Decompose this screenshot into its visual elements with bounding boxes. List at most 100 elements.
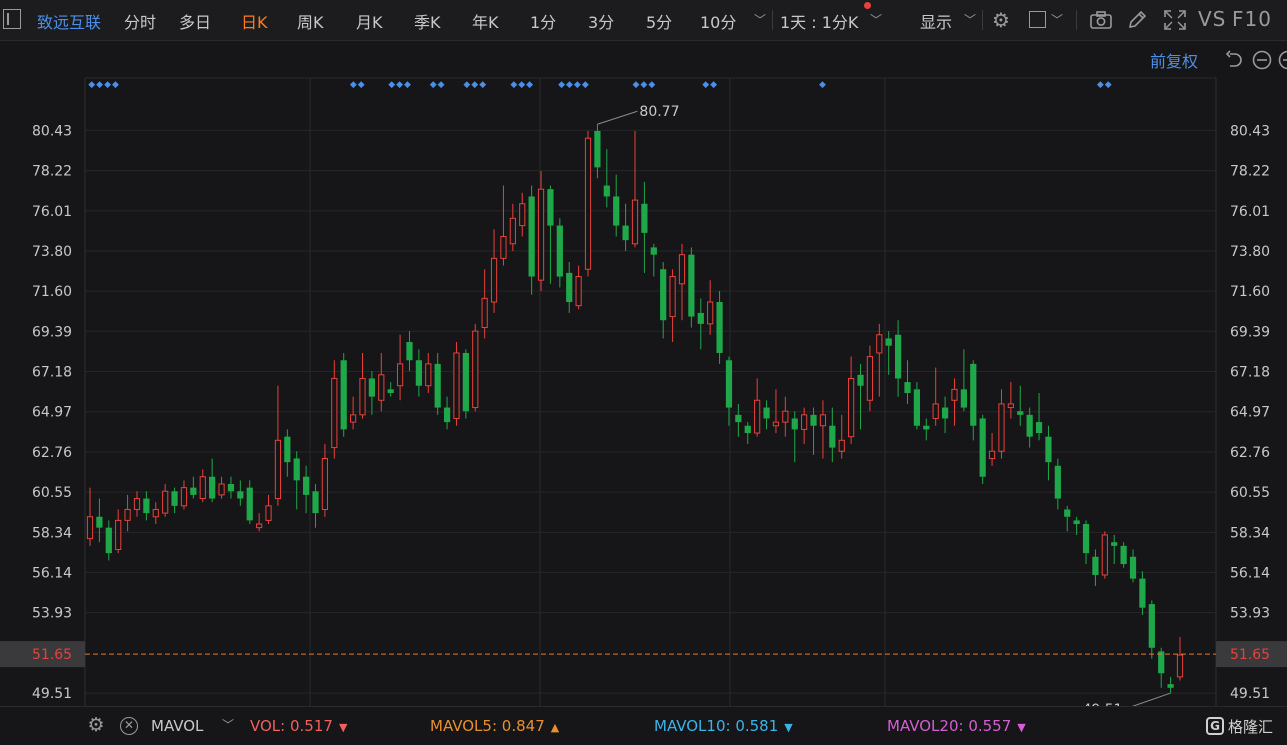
multi-period-select[interactable]: 1天 : 1分K [780,9,858,33]
tab-period-5[interactable]: 季K [414,9,441,33]
candle-body [886,338,892,345]
candle-body [228,484,234,491]
stock-name[interactable]: 致远互联 [37,9,101,33]
candle-88 [914,382,920,429]
candle-body [538,189,543,280]
tab-period-7[interactable]: 1分 [530,9,556,33]
candle-body [163,491,168,513]
y-tick-label-right-4: 71.60 [1230,284,1270,300]
fullscreen-icon[interactable] [1163,9,1187,31]
candle-body [952,389,957,400]
candle-98 [1008,382,1013,418]
candle-body [463,353,469,411]
candle-52 [576,266,581,310]
high-label: 80.77 [639,104,679,120]
candle-body [745,426,751,433]
zoom-in-icon[interactable] [1277,49,1287,71]
candle-body [923,426,929,430]
candle-31 [379,353,384,411]
candle-24 [312,484,318,528]
candle-90 [933,368,938,426]
undo-icon[interactable] [1224,50,1244,70]
candle-body [473,331,478,407]
chevron-down-icon[interactable]: ﹀ [218,714,238,736]
candle-body [416,360,422,385]
candle-17 [247,480,253,524]
candle-body [698,313,704,324]
tab-period-0[interactable]: 分时 [124,9,156,33]
close-icon[interactable]: ✕ [120,717,138,735]
tab-period-8[interactable]: 3分 [588,9,614,33]
pencil-icon[interactable] [1126,9,1148,31]
sidebar-toggle-icon[interactable] [3,9,21,29]
candle-body [726,360,732,407]
tab-period-2[interactable]: 日K [241,9,268,33]
tab-period-9[interactable]: 5分 [646,9,672,33]
vs-button[interactable]: VS [1198,7,1226,31]
candle-28 [351,397,356,430]
camera-icon[interactable] [1089,10,1113,30]
y-tick-label-left-5: 69.39 [32,324,72,340]
candle-body [651,247,657,254]
indicator-name[interactable]: MAVOL [151,717,203,735]
y-tick-label-right-11: 56.14 [1230,565,1270,581]
y-tick-label-right-5: 69.39 [1230,324,1270,340]
tab-period-4[interactable]: 月K [356,9,383,33]
candle-body [426,364,431,386]
tab-period-1[interactable]: 多日 [179,9,211,33]
candle-10 [181,480,186,509]
candle-body [332,378,337,447]
candle-37 [435,353,441,415]
candle-107 [1092,550,1098,586]
chevron-down-icon[interactable]: ﹀ [960,9,980,31]
candle-body [716,302,722,353]
kline-chart[interactable]: 80.4378.2276.0173.8071.6069.3967.1864.97… [0,41,1287,706]
adjust-mode[interactable]: 前复权 [1150,48,1198,72]
tab-period-6[interactable]: 年K [472,9,499,33]
candle-77 [810,408,816,455]
candle-body [895,335,901,379]
candle-32 [388,382,394,397]
chevron-down-icon[interactable]: ﹀ [1048,9,1066,31]
f10-button[interactable]: F10 [1232,7,1272,31]
candle-61 [660,262,666,338]
candle-body [247,488,253,521]
candle-58 [632,131,637,247]
candle-body [190,488,196,495]
candle-3 [116,509,121,553]
gear-icon[interactable]: ⚙ [85,714,107,736]
candle-body [679,255,684,284]
candle-85 [886,331,892,375]
candle-64 [688,247,694,327]
square-toggle-icon[interactable] [1029,11,1046,28]
candle-body [914,389,920,425]
tab-period-3[interactable]: 周K [297,9,324,33]
candle-67 [716,291,722,364]
candle-body [576,277,581,306]
candle-91 [942,397,948,433]
candle-47 [529,186,535,295]
candle-body [1111,542,1117,546]
candle-body [566,273,572,302]
candle-body [294,459,300,481]
tab-period-10[interactable]: 10分 [700,9,736,33]
candle-23 [303,466,309,513]
y-tick-label-right-1: 78.22 [1230,164,1270,180]
chevron-down-icon[interactable]: ﹀ [866,9,886,31]
candle-20 [275,386,280,506]
y-tick-label-left-2: 76.01 [32,204,72,220]
zoom-out-icon[interactable] [1251,49,1273,71]
display-menu[interactable]: 显示 [920,9,952,33]
candle-22 [294,451,300,509]
chevron-down-icon[interactable]: ﹀ [750,9,770,31]
candle-body [153,509,158,516]
candle-56 [613,175,619,237]
candle-body [783,411,788,422]
candle-66 [708,280,713,335]
candle-body [1074,520,1080,524]
gear-icon[interactable]: ⚙ [990,9,1012,31]
candle-body [275,440,280,498]
candle-body [1083,524,1089,553]
y-tick-label-left-14: 49.51 [32,686,72,702]
candle-14 [219,477,224,499]
